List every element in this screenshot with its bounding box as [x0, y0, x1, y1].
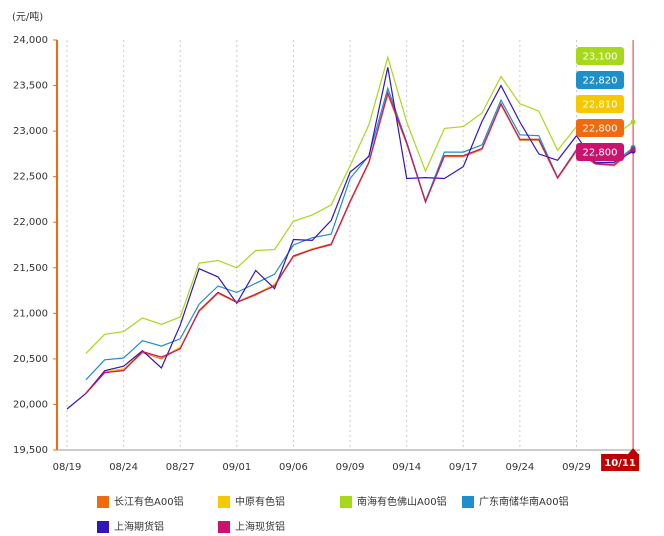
legend-label: 长江有色A00铝: [114, 495, 184, 508]
series-line: [85, 86, 634, 381]
crosshair-pointer: [628, 448, 639, 454]
series-line: [85, 55, 634, 354]
crosshair-label-box: [601, 454, 640, 471]
value-label-box: [576, 143, 624, 161]
y-tick-label: 20,000: [13, 399, 48, 410]
legend-label: 广东南储华南A00铝: [479, 495, 569, 508]
legend-swatch: [97, 496, 109, 508]
value-label: 22,800: [583, 124, 618, 135]
series-line: [85, 91, 634, 394]
legend-swatch: [218, 521, 230, 533]
y-tick-label: 22,000: [13, 217, 48, 228]
y-tick-label: 23,500: [13, 81, 48, 92]
y-tick-label: 19,500: [13, 445, 48, 456]
legend-label: 上海期货铝: [114, 520, 164, 533]
y-axis-label: (元/吨): [12, 10, 43, 23]
x-tick-label: 09/06: [279, 462, 308, 473]
legend-label: 上海现货铝: [235, 520, 285, 533]
legend-label: 中原有色铝: [235, 495, 285, 508]
x-tick-label: 08/27: [166, 462, 195, 473]
value-label: 23,100: [583, 52, 618, 63]
value-label: 22,820: [583, 76, 618, 87]
legend-swatch: [218, 496, 230, 508]
x-tick-label: 10/11: [604, 458, 636, 469]
value-label-box: [576, 47, 624, 65]
value-label: 22,810: [583, 100, 618, 111]
x-tick-label: 09/14: [392, 462, 421, 473]
y-tick-label: 20,500: [13, 354, 48, 365]
x-tick-label: 09/24: [505, 462, 534, 473]
legend-swatch: [462, 496, 474, 508]
value-label-box: [576, 119, 624, 137]
y-tick-label: 21,500: [13, 263, 48, 274]
y-tick-label: 21,000: [13, 308, 48, 319]
cursor-point: [630, 119, 636, 125]
cursor-point: [630, 146, 636, 152]
series-line: [85, 92, 634, 394]
y-tick-label: 23,000: [13, 126, 48, 137]
series-line: [66, 67, 634, 410]
x-tick-label: 08/24: [109, 462, 138, 473]
x-tick-label: 08/19: [53, 462, 82, 473]
y-tick-label: 22,500: [13, 172, 48, 183]
legend-swatch: [97, 521, 109, 533]
legend-swatch: [340, 496, 352, 508]
x-tick-label: 09/09: [336, 462, 365, 473]
value-label-box: [576, 95, 624, 113]
y-tick-label: 24,000: [13, 35, 48, 46]
x-tick-label: 09/29: [562, 462, 591, 473]
x-tick-label: 09/01: [222, 462, 251, 473]
legend-label: 南海有色佛山A00铝: [357, 495, 447, 508]
value-label: 22,800: [583, 148, 618, 159]
value-label-box: [576, 71, 624, 89]
series-line: [85, 90, 634, 394]
x-tick-label: 09/17: [449, 462, 478, 473]
